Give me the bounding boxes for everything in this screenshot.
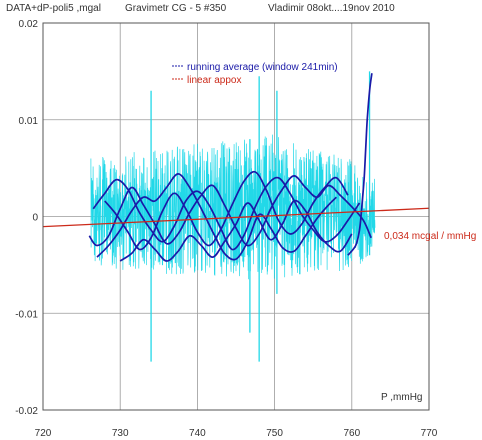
x-tick-label: 770 — [421, 428, 438, 439]
x-tick-label: 750 — [266, 428, 283, 439]
y-axis-title: DATA+dP-poli5 ,mgal — [6, 3, 101, 14]
x-tick-label: 760 — [343, 428, 360, 439]
x-tick-labels: 720 730 740 750 760 770 — [35, 428, 438, 439]
plot-border — [42, 22, 430, 411]
x-tick-label: 720 — [35, 428, 52, 439]
y-tick-label: 0.02 — [19, 19, 39, 30]
running-average-line — [96, 173, 337, 261]
legend-label-running-average: running average (window 241min) — [187, 62, 338, 73]
chart-title: Gravimetr CG - 5 #350 — [125, 3, 227, 14]
raw-data-series — [90, 71, 376, 362]
plot-frame — [42, 22, 430, 411]
y-tick-label: 0 — [32, 213, 38, 224]
y-tick-label: -0.01 — [15, 309, 38, 320]
running-average-line — [88, 175, 372, 247]
y-tick-label: -0.02 — [15, 406, 38, 417]
x-axis-label: P ,mmHg — [381, 392, 423, 403]
y-tick-label: 0.01 — [19, 116, 39, 127]
y-tick-labels: 0.02 0.01 0 -0.01 -0.02 — [15, 19, 38, 417]
slope-annotation: 0,034 mcgal / mmHg — [384, 231, 476, 242]
legend-label-linear-approx: linear appox — [187, 75, 241, 86]
linear-approx-series — [42, 207, 430, 228]
x-tick-label: 740 — [189, 428, 206, 439]
linear-approx-line — [42, 207, 430, 228]
legend: running average (window 241min) linear a… — [172, 62, 338, 86]
running-average-line — [347, 73, 373, 256]
x-tick-label: 730 — [112, 428, 129, 439]
running-average-line — [92, 176, 361, 251]
chart-subtitle: Vladimir 08okt....19nov 2010 — [268, 3, 395, 14]
running-average-line — [119, 199, 353, 262]
